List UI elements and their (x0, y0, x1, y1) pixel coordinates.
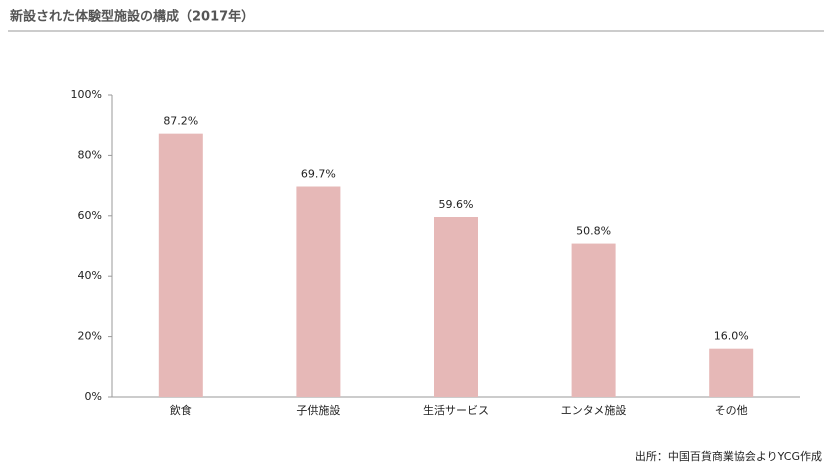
value-label: 59.6% (439, 198, 474, 211)
y-tick-label: 100% (71, 88, 102, 101)
value-label: 50.8% (576, 225, 611, 238)
x-tick-label: 生活サービス (423, 403, 489, 417)
source-note: 出所：中国百貨商業協会よりYCG作成 (635, 449, 822, 463)
value-label: 87.2% (163, 115, 198, 128)
x-tick-label: 飲食 (170, 403, 192, 417)
value-label: 16.0% (714, 330, 749, 343)
y-tick-label: 20% (78, 330, 102, 343)
y-tick-label: 80% (78, 148, 102, 161)
y-tick-label: 60% (78, 209, 102, 222)
x-tick-label: 子供施設 (296, 403, 340, 417)
x-tick-label: エンタメ施設 (561, 403, 627, 417)
y-tick-label: 0% (85, 390, 102, 403)
y-tick-label: 40% (78, 269, 102, 282)
x-tick-label: その他 (715, 404, 748, 417)
chart-title: 新設された体験型施設の構成（2017年） (10, 9, 254, 25)
bar (158, 133, 203, 397)
bar (709, 348, 754, 397)
bar (434, 217, 478, 397)
value-label: 69.7% (301, 168, 336, 181)
bar (296, 186, 341, 397)
bar (571, 243, 616, 397)
